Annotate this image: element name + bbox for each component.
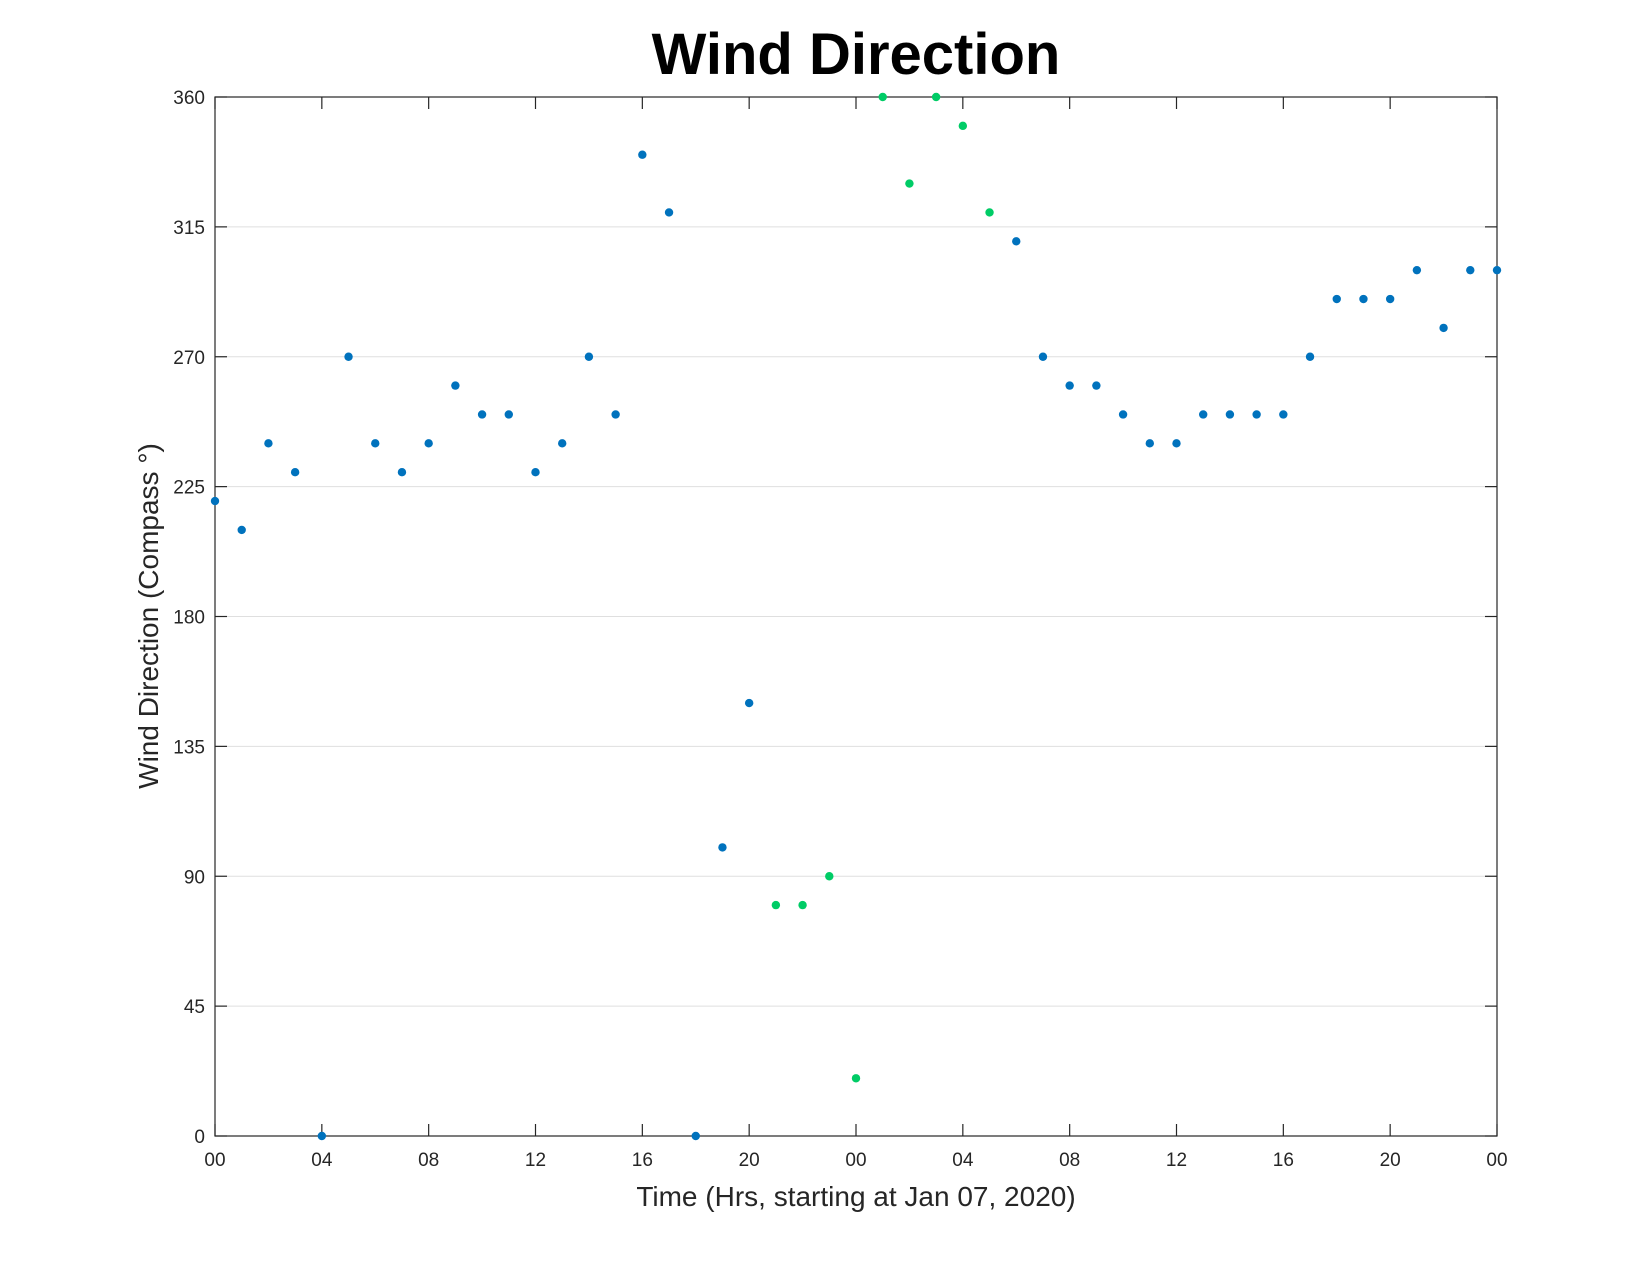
data-point (451, 381, 460, 390)
data-point (1279, 410, 1288, 419)
data-point (1492, 265, 1502, 275)
y-tick-label: 90 (184, 867, 205, 888)
data-point (1412, 265, 1422, 275)
x-tick-label: 04 (311, 1150, 333, 1171)
data-point (237, 525, 246, 535)
y-tick-label: 135 (173, 737, 205, 758)
data-point (531, 467, 540, 477)
data-point (1466, 265, 1475, 275)
x-tick-label: 12 (1166, 1150, 1187, 1171)
data-point (210, 496, 220, 506)
chart-title: Wind Direction (652, 22, 1061, 87)
data-point (985, 208, 994, 217)
data-point (1225, 410, 1235, 419)
data-point (1038, 352, 1048, 361)
data-point (1092, 381, 1101, 390)
x-tick-label: 20 (739, 1150, 760, 1171)
x-axis-label: Time (Hrs, starting at Jan 07, 2020) (636, 1181, 1075, 1212)
data-point (851, 1074, 861, 1083)
data-point (718, 843, 727, 852)
data-point (1359, 294, 1368, 304)
y-tick-label: 45 (184, 997, 205, 1018)
data-point (1172, 439, 1181, 448)
data-point (584, 352, 594, 361)
data-point (477, 410, 487, 419)
x-tick-label: 04 (952, 1150, 974, 1171)
data-point (931, 92, 941, 102)
data-point (771, 900, 781, 910)
data-point (1439, 323, 1448, 333)
y-tick-label: 315 (173, 218, 205, 239)
data-point (397, 467, 407, 477)
data-point (504, 410, 513, 419)
grid-lines (215, 96, 1497, 1137)
y-tick-label: 270 (173, 348, 205, 369)
x-tick-label: 08 (418, 1150, 439, 1171)
data-point (558, 439, 567, 448)
x-tick-label: 20 (1380, 1150, 1401, 1171)
x-tick-label: 12 (525, 1150, 546, 1171)
data-point (1065, 381, 1074, 390)
data-point (798, 900, 807, 910)
data-point (424, 439, 433, 448)
data-point (905, 179, 914, 188)
data-point (290, 467, 300, 477)
data-point (878, 92, 887, 102)
data-point (371, 439, 380, 448)
data-point (1305, 352, 1315, 361)
x-tick-label: 16 (1273, 1150, 1294, 1171)
x-tick-label: 16 (632, 1150, 653, 1171)
data-point (1385, 294, 1395, 304)
data-point (1118, 410, 1128, 419)
data-point (664, 208, 674, 217)
x-tick-label: 08 (1059, 1150, 1080, 1171)
x-tick-label: 00 (1486, 1150, 1507, 1171)
data-point (1012, 237, 1021, 246)
y-axis-label: Wind Direction (Compass °) (133, 443, 164, 789)
data-point (317, 1131, 327, 1141)
data-point (611, 410, 620, 419)
data-point (1145, 439, 1154, 448)
data-point (958, 121, 968, 131)
y-tick-label: 0 (194, 1127, 205, 1148)
axis-ticks: 0 45 90 135 180 225 270 315 360 00 04 08 12 16 20 00 04 0… (173, 88, 1507, 1171)
data-point (1199, 410, 1208, 419)
data-point (1332, 294, 1341, 304)
y-tick-label: 360 (173, 88, 205, 109)
x-tick-label: 00 (204, 1150, 225, 1171)
data-point (264, 439, 273, 448)
data-points (210, 92, 1502, 1141)
y-tick-label: 225 (173, 478, 205, 499)
data-point (1252, 410, 1261, 419)
x-tick-label: 00 (845, 1150, 866, 1171)
data-point (825, 872, 834, 881)
data-point (344, 352, 353, 361)
data-point (691, 1131, 700, 1141)
data-point (638, 150, 647, 159)
y-tick-label: 180 (173, 608, 205, 629)
data-point (744, 698, 754, 708)
